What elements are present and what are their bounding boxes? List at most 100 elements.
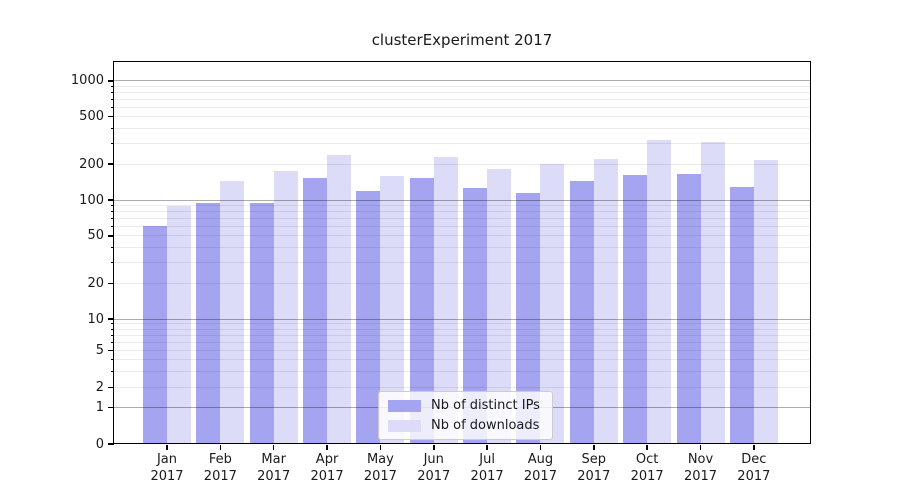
- x-label-month: Feb: [208, 452, 232, 467]
- gridline-400: [114, 127, 811, 129]
- x-label-year: 2017: [363, 469, 397, 484]
- y-minortick-900: [111, 85, 114, 87]
- x-label-year: 2017: [630, 469, 664, 484]
- y-tick-100: [108, 199, 114, 201]
- legend-item-distinct-ips: Nb of distinct IPs: [388, 398, 540, 413]
- y-minortick-8: [111, 328, 114, 330]
- x-label-year: 2017: [310, 469, 344, 484]
- y-tick-label-1000: 1000: [70, 73, 104, 89]
- gridline-60: [114, 225, 811, 227]
- gridline-700: [114, 98, 811, 100]
- gridline-9: [114, 323, 811, 325]
- bar-downloads-jan: [167, 206, 191, 444]
- x-label-month: May: [366, 452, 394, 467]
- x-tick-label-sep: Sep 2017: [567, 451, 621, 485]
- y-tick-500: [108, 115, 114, 118]
- y-minortick-600: [111, 106, 114, 108]
- y-minortick-400: [111, 127, 114, 129]
- bar-downloads-mar: [273, 171, 298, 444]
- x-label-month: Dec: [741, 452, 767, 467]
- gridline-2: [114, 386, 811, 388]
- y-tick-2: [108, 386, 114, 389]
- y-minortick-4: [111, 359, 114, 361]
- gridline-50: [114, 235, 811, 237]
- legend-item-downloads: Nb of downloads: [388, 418, 540, 433]
- x-tick-label-feb: Feb 2017: [193, 451, 247, 485]
- y-minortick-40: [111, 246, 114, 248]
- x-tick-jul: [486, 445, 488, 450]
- y-minortick-7: [111, 334, 114, 336]
- y-minortick-9: [111, 323, 114, 325]
- x-tick-label-apr: Apr 2017: [300, 451, 354, 485]
- chart-title: clusterExperiment 2017: [371, 31, 553, 49]
- x-label-month: Aug: [527, 452, 554, 467]
- x-label-year: 2017: [203, 469, 237, 484]
- x-label-month: Jul: [479, 452, 495, 467]
- y-minortick-700: [111, 98, 114, 100]
- bar-downloads-dec: [753, 159, 778, 444]
- legend: Nb of distinct IPs Nb of downloads: [378, 391, 553, 440]
- x-label-month: Apr: [315, 452, 339, 467]
- gridline-1000: [114, 80, 811, 82]
- x-tick-label-may: May 2017: [353, 451, 407, 485]
- gridline-5: [114, 350, 811, 352]
- gridline-100: [114, 199, 811, 201]
- x-tick-dec: [753, 445, 755, 450]
- bar-downloads-oct: [647, 139, 672, 444]
- gridline-800: [114, 91, 811, 93]
- y-tick-1000: [108, 80, 114, 82]
- legend-swatch-distinct-ips: [388, 399, 421, 412]
- x-tick-apr: [326, 445, 328, 450]
- x-tick-label-jan: Jan 2017: [140, 451, 194, 485]
- x-tick-aug: [539, 445, 542, 450]
- y-minortick-6: [111, 341, 114, 343]
- gridline-3: [114, 370, 811, 372]
- x-label-year: 2017: [523, 469, 557, 484]
- x-label-month: Mar: [261, 452, 286, 467]
- x-tick-mar: [272, 445, 275, 450]
- x-label-month: Oct: [635, 452, 659, 467]
- x-label-year: 2017: [150, 469, 184, 484]
- y-minortick-90: [111, 204, 114, 206]
- x-tick-label-dec: Dec 2017: [727, 451, 781, 485]
- y-tick-label-200: 200: [79, 156, 104, 172]
- x-label-month: Sep: [581, 452, 607, 467]
- y-minortick-30: [111, 261, 114, 263]
- y-minortick-70: [111, 217, 114, 219]
- bar-ips-nov: [676, 174, 701, 444]
- bar-ips-oct: [623, 175, 648, 444]
- x-label-year: 2017: [577, 469, 611, 484]
- gridline-600: [114, 106, 811, 108]
- x-label-month: Jan: [156, 452, 178, 467]
- y-minortick-800: [111, 91, 114, 93]
- bar-ips-mar: [249, 202, 274, 444]
- x-tick-label-jun: Jun 2017: [407, 451, 461, 485]
- bar-downloads-sep: [593, 159, 618, 444]
- y-tick-label-10: 10: [87, 311, 104, 327]
- gridline-30: [114, 261, 811, 263]
- x-label-year: 2017: [417, 469, 451, 484]
- y-tick-200: [108, 163, 114, 165]
- y-tick-50: [108, 235, 114, 237]
- gridline-80: [114, 211, 811, 213]
- x-tick-nov: [699, 445, 702, 450]
- y-tick-10: [108, 318, 114, 320]
- gridline-90: [114, 204, 811, 206]
- gridline-200: [114, 163, 811, 165]
- x-tick-sep: [593, 445, 595, 450]
- y-tick-label-2: 2: [95, 379, 104, 395]
- x-tick-jun: [433, 445, 435, 450]
- gridline-300: [114, 142, 811, 144]
- x-tick-may: [379, 445, 382, 450]
- gridline-4: [114, 359, 811, 361]
- y-tick-0: [108, 443, 114, 445]
- gridline-20: [114, 282, 811, 284]
- gridline-8: [114, 328, 811, 330]
- y-tick-label-100: 100: [79, 192, 104, 208]
- bar-downloads-nov: [700, 141, 725, 444]
- y-tick-5: [108, 349, 114, 352]
- x-tick-label-mar: Mar 2017: [247, 451, 301, 485]
- gridline-500: [114, 116, 811, 118]
- x-label-year: 2017: [737, 469, 771, 484]
